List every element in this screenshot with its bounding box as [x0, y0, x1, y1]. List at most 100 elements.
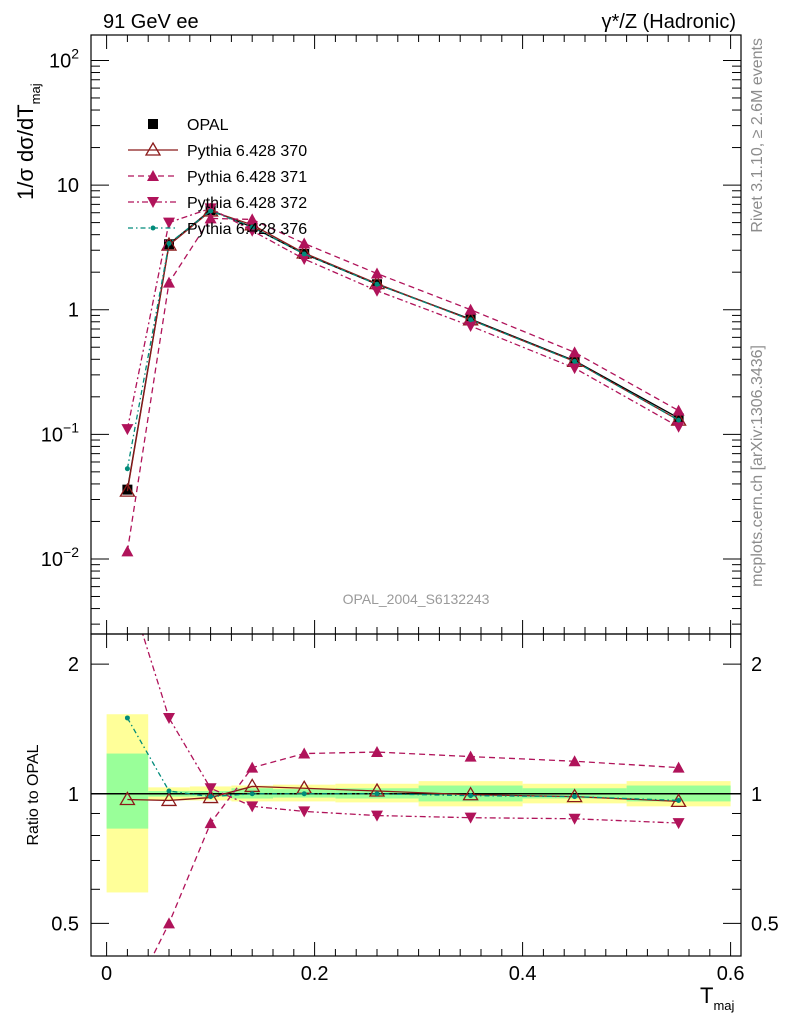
ratio-p376-point-2 [208, 794, 214, 800]
top-y-tick-label-4: 102 [49, 45, 79, 72]
ratio-panel-frame [90, 633, 742, 957]
ratio-series-p376 [124, 715, 682, 803]
ratio-y-tick-label-left-0: 0.5 [51, 913, 79, 935]
legend-entry-p372: Pythia 6.428 372 [128, 195, 307, 212]
p371-point-1 [163, 276, 175, 288]
header-right: γ*/Z (Hadronic) [602, 11, 736, 33]
p372-point-0 [121, 424, 134, 436]
top-y-tick-label-3: 10 [57, 175, 79, 197]
ratio-p370-point-7 [566, 788, 583, 803]
legend-label-p370: Pythia 6.428 370 [187, 143, 307, 160]
p376-point-5 [374, 281, 380, 287]
ratio-p376-point-8 [676, 797, 682, 803]
ratio-p371-point-7 [568, 755, 581, 767]
ratio-y-tick-label-right-2: 2 [751, 654, 762, 676]
legend-entry-p376: Pythia 6.428 376 [128, 221, 307, 238]
legend-entry-p371: Pythia 6.428 371 [128, 169, 307, 186]
p376-point-2 [208, 208, 214, 214]
ratio-y-axis-title: Ratio to OPAL [25, 744, 42, 845]
ratio-p371-point-4 [298, 747, 311, 759]
ratio-p371-point-8 [672, 761, 685, 773]
ratio-p371-point-3 [246, 761, 259, 773]
p371-point-0 [121, 545, 134, 557]
ratio-p376-point-7 [572, 794, 578, 800]
ratio-p370-point-1 [160, 792, 178, 807]
p372-point-4 [298, 254, 311, 266]
ratio-y-tick-label-right-1: 1 [751, 784, 762, 806]
watermark: OPAL_2004_S6132243 [343, 591, 490, 607]
p371-point-3 [246, 213, 259, 225]
p376-point-8 [676, 417, 682, 423]
top-series-layer [119, 202, 687, 557]
x-tick-label-3: 0.6 [717, 963, 745, 985]
p370-point-1 [160, 236, 178, 251]
p371-point-4 [298, 237, 311, 249]
ratio-p372-point-7 [568, 813, 581, 825]
ratio-y-tick-label-right-0: 0.5 [751, 913, 779, 935]
p371-point-7 [568, 346, 581, 358]
p372-point-8 [672, 421, 685, 433]
ratio-bands [91, 714, 741, 893]
p376-point-1 [166, 240, 172, 246]
ratio-p376-point-0 [124, 715, 130, 721]
legend-marker-p371 [147, 170, 159, 181]
legend-label-p372: Pythia 6.428 372 [187, 195, 307, 212]
ratio-series-layer [119, 580, 687, 1012]
ratio-p370-point-0 [119, 791, 136, 806]
p376-point-6 [468, 317, 474, 323]
legend-label-p371: Pythia 6.428 371 [187, 169, 307, 186]
ratio-p376-point-3 [249, 791, 255, 797]
data-line [126, 209, 679, 490]
series-p371 [121, 212, 685, 557]
ratio-series-p372 [121, 580, 685, 830]
ratio-p372-point-0 [121, 580, 133, 591]
p372-point-1 [163, 217, 175, 229]
legend-marker-p372 [147, 197, 159, 208]
ratio-p376-point-4 [301, 791, 307, 797]
p370-point-0 [119, 482, 136, 497]
x-tick-label-1: 0.2 [301, 963, 329, 985]
top-y-tick-label-1: 10−1 [41, 419, 79, 446]
p370-line [126, 210, 679, 492]
ratio-p372-point-2 [204, 783, 217, 795]
p371-point-5 [371, 267, 383, 279]
p376-point-4 [301, 251, 307, 257]
ratio-p371-point-6 [464, 750, 477, 762]
legend-marker-p370 [144, 141, 162, 156]
ratio-p370-line [127, 785, 679, 803]
legend: OPAL Pythia 6.428 370 Pythia 6.428 371 Pyth… [128, 117, 307, 238]
ratio-p372-point-4 [298, 806, 311, 818]
series-p372 [121, 203, 685, 436]
ratio-p376-point-6 [468, 793, 474, 799]
legend-marker-p376 [150, 225, 156, 231]
p376-point-0 [124, 466, 130, 472]
p371-point-2 [204, 212, 217, 224]
ratio-series-p371 [121, 746, 685, 1012]
legend-entry-data: OPAL [148, 117, 229, 134]
top-y-axis-title-main: 1/σ dσ/dT [13, 104, 38, 200]
p372-point-7 [568, 363, 581, 375]
ratio-p371-point-1 [163, 917, 175, 929]
mcplots-label: mcplots.cern.ch [arXiv:1306.3436] [749, 345, 766, 587]
ratio-p371-point-0 [121, 1001, 133, 1012]
ratio-y-tick-label-left-2: 2 [68, 654, 79, 676]
legend-marker-data [148, 119, 158, 129]
ratio-p376-point-1 [166, 788, 172, 794]
ratio-p372-point-6 [464, 812, 477, 824]
x-tick-label-0: 0 [101, 963, 112, 985]
legend-label-p376: Pythia 6.428 376 [187, 221, 307, 238]
series-p376 [124, 208, 682, 472]
rivet-label: Rivet 3.1.10, ≥ 2.6M events [749, 38, 766, 233]
series-p370 [119, 202, 687, 497]
ratio-p372-point-1 [163, 712, 175, 724]
p372-point-6 [464, 320, 477, 332]
x-axis-title: Tmaj [700, 983, 735, 1013]
p376-line [126, 210, 679, 469]
header-left: 91 GeV ee [103, 11, 199, 33]
legend-entry-p370: Pythia 6.428 370 [128, 141, 307, 160]
p371-point-6 [464, 303, 477, 315]
top-y-tick-label-2: 1 [68, 300, 79, 322]
p371-point-8 [672, 404, 685, 416]
x-axis-title-sub: maj [713, 998, 734, 1013]
legend-label-data: OPAL [187, 117, 229, 134]
